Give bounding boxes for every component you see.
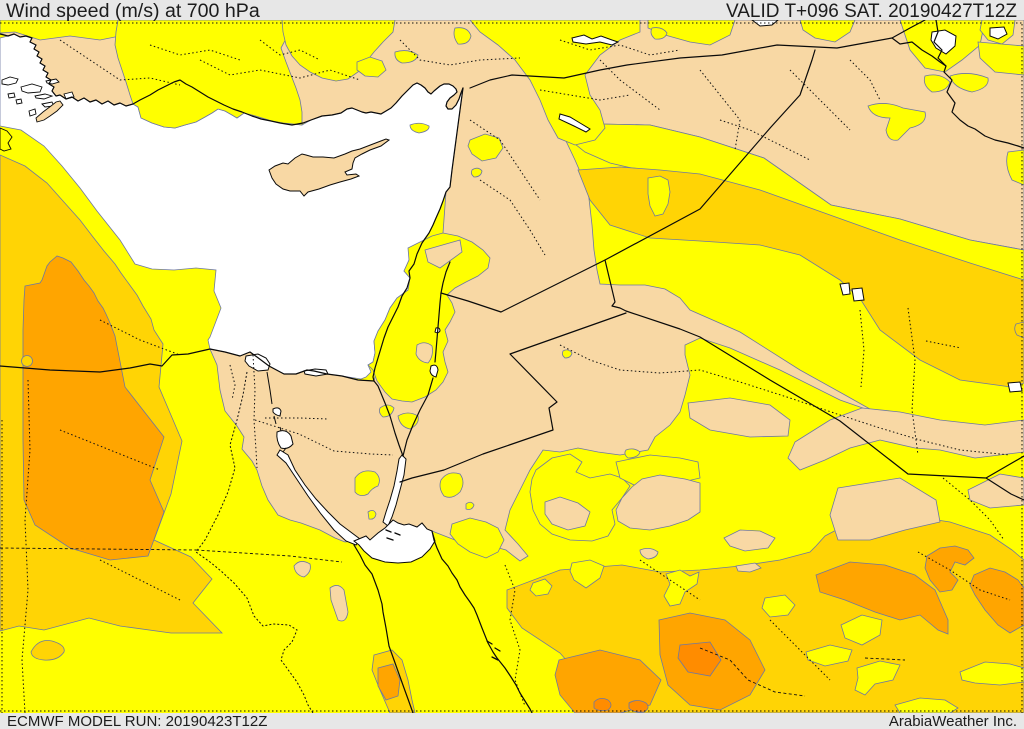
svg-text:ArabiaWeather Inc.: ArabiaWeather Inc.: [889, 713, 1017, 729]
svg-text:Wind speed (m/s) at 700 hPa: Wind speed (m/s) at 700 hPa: [6, 0, 260, 22]
svg-text:ECMWF MODEL RUN: 20190423T12Z: ECMWF MODEL RUN: 20190423T12Z: [7, 713, 267, 729]
svg-text:VALID T+096 SAT. 20190427T12Z: VALID T+096 SAT. 20190427T12Z: [726, 1, 1017, 22]
